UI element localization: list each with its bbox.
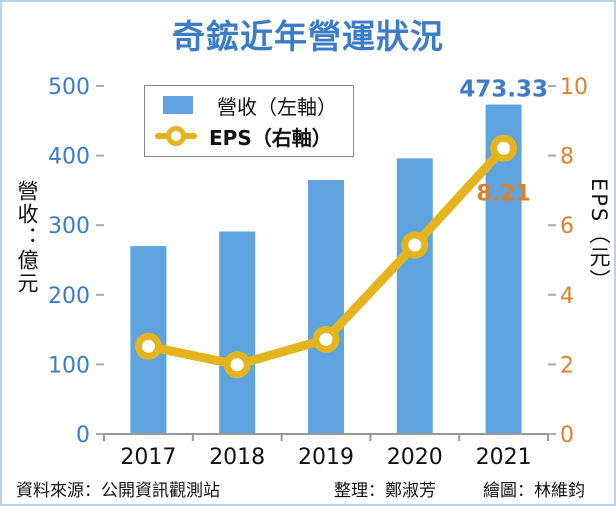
legend-line-swatch bbox=[155, 126, 197, 146]
right-axis-label: EPS（元） bbox=[587, 178, 611, 293]
left-tick-label: 0 bbox=[76, 423, 90, 448]
legend-label: EPS（右軸） bbox=[209, 125, 332, 150]
left-tick-label: 500 bbox=[48, 75, 90, 100]
right-tick-label: 2 bbox=[560, 353, 574, 378]
right-tick-label: 0 bbox=[560, 423, 574, 448]
eps-point bbox=[401, 231, 429, 259]
eps-point bbox=[134, 332, 162, 360]
left-tick-label: 100 bbox=[48, 353, 90, 378]
revenue-bar bbox=[396, 158, 433, 434]
right-tick-label: 8 bbox=[560, 145, 574, 170]
legend-item-eps: EPS（右軸） bbox=[145, 121, 332, 151]
right-tick-label: 6 bbox=[560, 214, 574, 239]
x-tick-label: 2021 bbox=[476, 445, 532, 470]
chart-title: 奇鋐近年營運狀況 bbox=[172, 17, 444, 56]
left-tick-label: 400 bbox=[48, 145, 90, 170]
x-tick-label: 2020 bbox=[387, 445, 443, 470]
revenue-bar bbox=[308, 179, 344, 434]
eps-point bbox=[490, 134, 518, 162]
artist-note: 繪圖：林維鈞 bbox=[483, 481, 585, 501]
right-tick-label: 4 bbox=[560, 284, 574, 309]
left-axis-label: 營收：億元 bbox=[15, 180, 39, 295]
x-tick-label: 2017 bbox=[120, 445, 176, 470]
x-tick-label: 2018 bbox=[209, 445, 265, 470]
source-note: 資料來源：公開資訊觀測站 bbox=[16, 481, 220, 501]
legend-item-revenue: 營收（左軸） bbox=[145, 90, 337, 120]
editor-note: 整理：鄭淑芳 bbox=[334, 481, 436, 501]
x-tick-label: 2019 bbox=[298, 445, 354, 470]
revenue-bar bbox=[219, 231, 256, 434]
eps-point bbox=[223, 351, 251, 379]
eps-data-label: 8.21 bbox=[476, 181, 530, 206]
legend: 營收（左軸） EPS（右軸） bbox=[144, 85, 354, 157]
left-tick-label: 200 bbox=[48, 284, 90, 309]
eps-point bbox=[312, 325, 340, 353]
legend-label: 營收（左軸） bbox=[217, 94, 337, 119]
right-tick-label: 10 bbox=[560, 75, 588, 100]
revenue-data-label: 473.33 bbox=[459, 77, 548, 103]
left-tick-label: 300 bbox=[48, 214, 90, 239]
legend-bar-swatch bbox=[163, 96, 193, 114]
